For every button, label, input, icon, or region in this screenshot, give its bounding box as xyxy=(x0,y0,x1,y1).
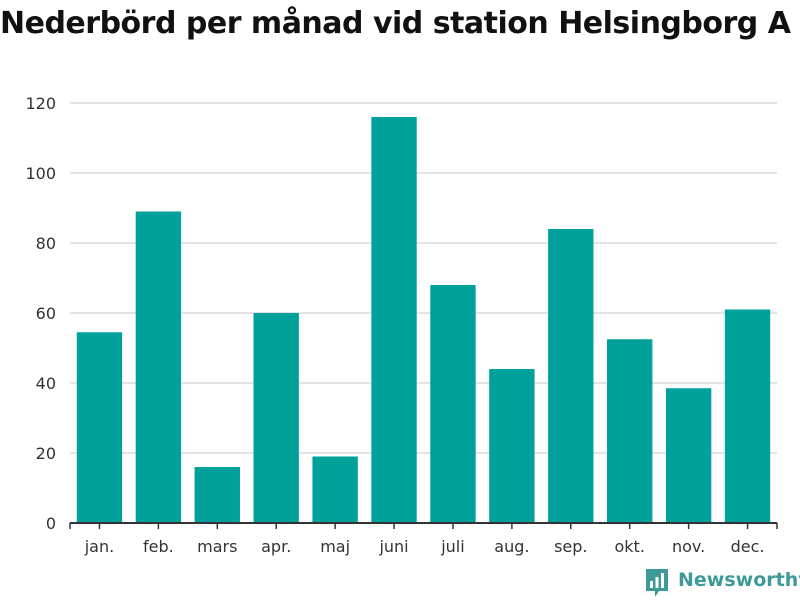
x-tick-label: jan. xyxy=(84,537,114,556)
y-tick-label: 120 xyxy=(25,94,56,113)
gridlines xyxy=(70,102,777,454)
x-tick-label: mars xyxy=(197,537,237,556)
x-tick-label: apr. xyxy=(261,537,291,556)
bar xyxy=(312,456,358,523)
bar xyxy=(665,388,712,523)
bar-chart-logo-icon xyxy=(646,569,668,597)
x-tick-label: aug. xyxy=(494,537,529,556)
bar xyxy=(548,229,594,523)
y-tick-label: 0 xyxy=(46,514,56,533)
y-tick-label: 20 xyxy=(36,444,56,463)
bar xyxy=(76,332,123,523)
axes: 0 20 40 60 80 100 120 jan. feb. mars apr. maj juni ju… xyxy=(25,94,778,556)
y-tick-label: 100 xyxy=(25,164,56,183)
bar xyxy=(489,369,535,523)
x-tick-label: sep. xyxy=(554,537,587,556)
bar xyxy=(371,117,417,523)
x-tick-label: juni xyxy=(378,537,408,556)
x-tick-label: dec. xyxy=(731,537,765,556)
x-tick-label: maj xyxy=(320,537,350,556)
brand-name: Newsworthy xyxy=(678,569,800,591)
bar xyxy=(607,339,653,523)
x-tick-label: okt. xyxy=(614,537,644,556)
bar xyxy=(724,309,771,523)
x-tick-label: juli xyxy=(440,537,464,556)
y-tick-label: 60 xyxy=(36,304,56,323)
x-tick-label: nov. xyxy=(672,537,705,556)
bar xyxy=(253,313,299,523)
bar xyxy=(194,467,240,523)
bars xyxy=(76,117,771,523)
y-tick-label: 80 xyxy=(36,234,56,253)
newsworthy-logo: Newsworthy xyxy=(644,568,800,598)
y-tick-label: 40 xyxy=(36,374,56,393)
chart-title: Nederbörd per månad vid station Helsingb… xyxy=(0,6,791,41)
bar xyxy=(135,211,182,523)
bar xyxy=(430,285,476,523)
x-tick-label: feb. xyxy=(143,537,174,556)
